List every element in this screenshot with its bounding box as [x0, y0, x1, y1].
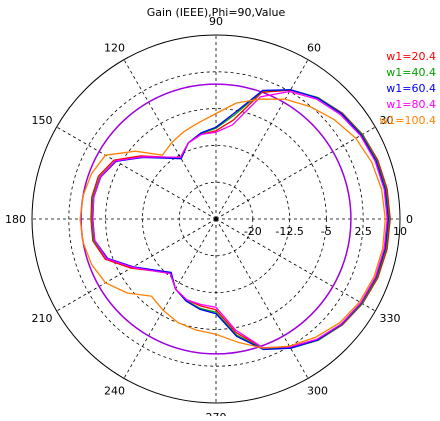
radial-label-1: -12.5	[275, 225, 303, 238]
series-line-3	[92, 90, 388, 349]
spoke-30	[215, 126, 376, 220]
radial-label-3: 2.5	[354, 225, 372, 238]
legend-item-2: w1=60.4	[386, 82, 436, 95]
outer-circle	[31, 34, 401, 404]
series-line-4	[79, 98, 386, 349]
grid-ring-3	[68, 71, 364, 367]
angle-labels: 0 30 60 90 120 150 180 210 240 270 300 330	[5, 15, 413, 421]
legend-item-0: w1=20.4	[386, 50, 436, 63]
series-layer	[79, 89, 391, 351]
spoke-300	[215, 218, 309, 379]
spoke-150	[56, 126, 217, 220]
angle-label-60: 60	[307, 42, 321, 55]
radial-label-0: -20	[244, 225, 262, 238]
angle-label-180: 180	[5, 213, 26, 226]
legend-item-1: w1=40.4	[386, 66, 436, 79]
polar-grid	[31, 34, 401, 404]
chart-title: Gain (IEEE),Phi=90,Value	[147, 6, 286, 19]
angle-label-300: 300	[307, 384, 328, 397]
radial-label-2: -5	[321, 225, 332, 238]
radial-label-4: 10	[393, 225, 407, 238]
angle-label-240: 240	[104, 384, 125, 397]
angle-label-330: 330	[379, 312, 400, 325]
reference-circle	[80, 83, 352, 355]
legend: w1=20.4 w1=40.4 w1=60.4 w1=80.4 w1=100.4	[379, 50, 436, 127]
radial-labels: -20 -12.5 -5 2.5 10	[244, 225, 407, 238]
spoke-120	[123, 59, 217, 220]
angle-label-0: 0	[406, 213, 413, 226]
angle-label-90: 90	[209, 15, 223, 28]
angle-label-120: 120	[104, 42, 125, 55]
center-dot	[213, 216, 219, 222]
legend-item-3: w1=80.4	[386, 98, 436, 111]
reference-circle-layer	[80, 83, 352, 355]
spoke-330	[215, 218, 376, 312]
legend-item-4: w1=100.4	[379, 114, 436, 127]
angle-label-210: 210	[32, 312, 53, 325]
angle-label-150: 150	[32, 114, 53, 127]
spoke-240	[123, 218, 217, 379]
angle-label-30: 30	[379, 114, 393, 127]
spoke-210	[56, 218, 217, 312]
spoke-60	[215, 59, 309, 220]
angle-label-270: 270	[206, 411, 227, 416]
